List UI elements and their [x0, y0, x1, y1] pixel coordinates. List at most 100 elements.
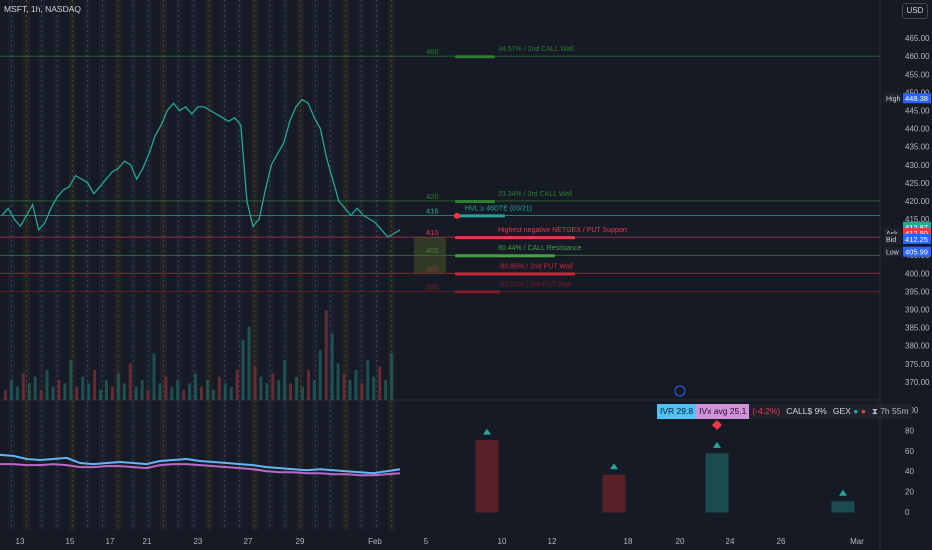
level-bar: [455, 236, 575, 240]
volume-bar: [99, 390, 103, 400]
price-badge-label: Bid: [886, 237, 896, 244]
volume-bar: [9, 380, 13, 400]
ivx-badge: IVx avg 25.1: [696, 404, 750, 419]
level-tag: 416: [426, 206, 439, 215]
price-tick-label: 395.00: [905, 287, 930, 296]
time-tick-label: 23: [194, 537, 203, 546]
price-badge-bg: [903, 234, 931, 244]
time-tick-label: 20: [676, 537, 685, 546]
volume-bar: [57, 380, 61, 400]
volume-bar: [4, 390, 7, 400]
level-label: -57.01% / 3rd PUT Wall: [498, 281, 572, 288]
price-tick-label: 440.00: [905, 125, 930, 134]
volume-bar: [205, 380, 209, 400]
time-tick-label: 5: [424, 537, 429, 546]
volume-bar: [63, 383, 67, 400]
price-badge-bg: [903, 246, 931, 257]
level-bar: [455, 272, 575, 276]
volume-bar: [104, 380, 108, 400]
volume-bar: [75, 386, 79, 400]
volume-bar: [265, 383, 269, 400]
price-badge-value: 412.87: [905, 223, 928, 232]
price-tick-label: 465.00: [905, 34, 930, 43]
volume-bar: [110, 386, 114, 400]
volume-bar: [45, 370, 49, 400]
price-badge-label-bg: [884, 246, 902, 257]
volume-bar: [235, 370, 239, 400]
volume-bar: [354, 370, 358, 400]
volume-bar: [188, 383, 192, 400]
calls-badge: CALL$ 9%: [783, 404, 830, 419]
indicator-line-purple: [0, 463, 401, 477]
volume-bar: [116, 373, 120, 400]
volume-bar: [39, 390, 43, 400]
indicator-tick-label: 20: [905, 488, 914, 497]
gamma-zone: [414, 237, 446, 274]
volume-bar: [27, 383, 31, 400]
time-tick-label: 18: [624, 537, 633, 546]
volume-bar: [140, 380, 144, 400]
price-tick-label: 455.00: [905, 70, 930, 79]
indicator-tick-label: 60: [905, 447, 914, 456]
price-tick-label: 385.00: [905, 324, 930, 333]
indicator-tick-label: 100: [905, 406, 919, 415]
volume-bar: [390, 353, 394, 400]
indicator-tick-label: 80: [905, 426, 914, 435]
level-tag: 395: [426, 282, 439, 291]
price-badge-bg: [903, 228, 931, 239]
time-tick-label: 12: [548, 537, 557, 546]
volume-bar: [134, 386, 138, 400]
time-tick-label: 27: [244, 537, 253, 546]
change-badge: (-4.2%): [749, 404, 784, 419]
price-tick-label: 380.00: [905, 342, 930, 351]
volume-bar: [170, 386, 174, 400]
volume-bar: [217, 376, 221, 400]
volume-bar: [306, 370, 310, 400]
indicator-marker: [839, 489, 847, 496]
price-tick-label: 460.00: [905, 52, 930, 61]
volume-bar: [241, 340, 245, 400]
volume-bar: [146, 390, 150, 400]
volume-bar: [366, 360, 370, 400]
volume-bar: [194, 373, 198, 400]
time-tick-label: 26: [777, 537, 786, 546]
time-tick-label: 29: [296, 537, 305, 546]
price-tick-label: 415.00: [905, 215, 930, 224]
indicator-marker: [610, 463, 618, 470]
volume-bar: [336, 363, 340, 400]
price-badge-bg: [903, 93, 931, 104]
price-tick-label: 375.00: [905, 360, 930, 369]
price-badge-value: 405.99: [905, 248, 928, 257]
indicator-marker: [713, 441, 721, 448]
volume-bar: [342, 373, 346, 400]
level-bar: [455, 254, 555, 258]
price-badge-value: 412.25: [905, 235, 928, 244]
volume-bar: [21, 373, 25, 400]
volume-bar: [211, 390, 215, 400]
level-label: -80.85% / 2nd PUT Wall: [498, 263, 573, 270]
time-tick-label: 10: [498, 537, 507, 546]
level-bar: [455, 199, 495, 203]
volume-bar: [81, 376, 85, 400]
currency-button[interactable]: USD: [902, 3, 928, 19]
volume-bar: [295, 376, 299, 400]
volume-bar: [69, 360, 73, 400]
volume-bar: [182, 390, 186, 400]
price-badge-label-bg: [884, 228, 902, 239]
indicator-tick-label: 40: [905, 467, 914, 476]
volume-bar: [300, 386, 304, 400]
volume-bar: [122, 383, 126, 400]
volume-bar: [229, 386, 233, 400]
level-bar: [455, 290, 500, 294]
ivr-badge: IVR 29.8: [657, 404, 697, 419]
indicator-bar: [831, 501, 855, 513]
volume-bar: [33, 376, 37, 400]
event-marker: [674, 385, 686, 397]
level-tag: 420: [426, 192, 439, 201]
time-tick-label: 15: [66, 537, 75, 546]
volume-bar: [176, 380, 180, 400]
volume-bar: [277, 380, 281, 400]
price-badge-label-bg: [884, 234, 902, 244]
volume-bar: [152, 353, 156, 400]
